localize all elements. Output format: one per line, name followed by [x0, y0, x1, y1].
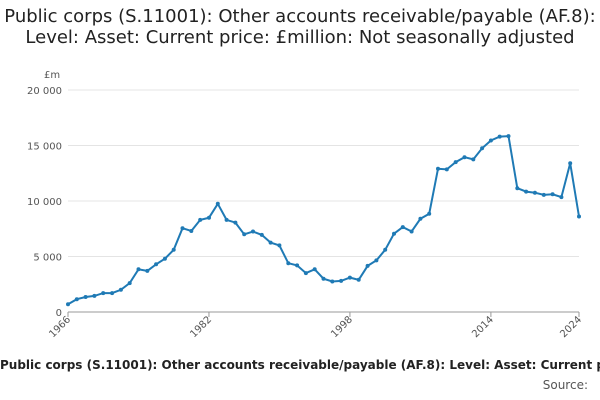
data-point[interactable] — [66, 302, 70, 307]
series-points — [66, 134, 581, 307]
y-tick-label: 15 000 — [27, 142, 62, 153]
data-point[interactable] — [74, 297, 79, 302]
gridlines — [68, 89, 579, 313]
data-point[interactable] — [321, 276, 326, 281]
data-point[interactable] — [136, 267, 141, 272]
data-point[interactable] — [374, 258, 379, 263]
data-point[interactable] — [400, 225, 405, 230]
x-tick-label: 1998 — [329, 314, 355, 340]
data-point[interactable] — [550, 192, 555, 197]
y-tick-label: 0 — [56, 308, 62, 319]
data-point[interactable] — [524, 189, 529, 194]
chart-title: Public corps (S.11001): Other accounts r… — [4, 6, 596, 48]
data-point[interactable] — [154, 262, 159, 267]
data-point[interactable] — [83, 295, 88, 299]
data-point[interactable] — [92, 293, 97, 298]
series-legend: Public corps (S.11001): Other accounts r… — [0, 358, 600, 372]
data-point[interactable] — [444, 167, 449, 172]
data-point[interactable] — [559, 195, 564, 200]
data-point[interactable] — [303, 271, 308, 276]
data-point[interactable] — [189, 229, 194, 233]
data-point[interactable] — [532, 190, 537, 195]
data-point[interactable] — [471, 157, 476, 162]
data-point[interactable] — [145, 268, 150, 273]
y-unit-label: £m — [44, 70, 60, 81]
source-label: Source: — [542, 378, 588, 392]
data-point[interactable] — [392, 231, 396, 236]
data-point[interactable] — [506, 134, 511, 139]
data-point[interactable] — [207, 215, 211, 220]
data-point[interactable] — [312, 267, 317, 272]
data-point[interactable] — [259, 232, 264, 237]
y-axis-ticks: 0 5 000 10 000 15 000 20 000 — [27, 86, 62, 319]
data-point[interactable] — [568, 161, 573, 166]
data-point[interactable] — [365, 263, 370, 268]
y-tick-label: 20 000 — [27, 86, 62, 97]
data-point[interactable] — [101, 291, 106, 296]
x-tick-label: 2024 — [558, 314, 584, 340]
data-point[interactable] — [418, 216, 423, 221]
data-point[interactable] — [268, 240, 273, 245]
data-point[interactable] — [198, 217, 203, 222]
data-point[interactable] — [286, 261, 291, 266]
data-point[interactable] — [383, 247, 388, 252]
data-point[interactable] — [118, 287, 123, 292]
data-point[interactable] — [427, 211, 432, 216]
data-point[interactable] — [251, 229, 255, 234]
data-point[interactable] — [277, 243, 282, 248]
data-point[interactable] — [162, 256, 167, 261]
data-point[interactable] — [242, 232, 247, 237]
data-point[interactable] — [295, 263, 300, 268]
data-point[interactable] — [480, 146, 485, 151]
data-point[interactable] — [233, 220, 238, 225]
data-point[interactable] — [497, 134, 502, 139]
data-point[interactable] — [436, 166, 440, 171]
data-point[interactable] — [356, 277, 361, 282]
data-point[interactable] — [515, 186, 520, 191]
data-point[interactable] — [462, 155, 467, 160]
data-point[interactable] — [347, 275, 352, 280]
data-point[interactable] — [541, 192, 546, 197]
data-point[interactable] — [180, 226, 185, 231]
x-axis-ticks: 1966 1982 1998 2014 2024 — [47, 312, 584, 340]
data-point[interactable] — [453, 160, 458, 165]
data-point[interactable] — [171, 247, 176, 252]
x-tick-label: 1966 — [47, 314, 73, 340]
data-point[interactable] — [215, 201, 220, 206]
data-point[interactable] — [339, 278, 344, 283]
legend-entry: Public corps (S.11001): Other accounts r… — [0, 358, 600, 372]
data-point[interactable] — [330, 279, 335, 284]
data-point[interactable] — [110, 291, 115, 296]
data-point[interactable] — [409, 229, 414, 234]
y-tick-label: 10 000 — [27, 197, 62, 208]
y-tick-label: 5 000 — [33, 253, 62, 264]
x-tick-label: 2014 — [470, 314, 496, 340]
data-point[interactable] — [224, 217, 229, 222]
data-point[interactable] — [577, 214, 581, 219]
data-point[interactable] — [127, 281, 132, 286]
data-point[interactable] — [488, 138, 493, 143]
x-tick-label: 1982 — [188, 314, 214, 340]
